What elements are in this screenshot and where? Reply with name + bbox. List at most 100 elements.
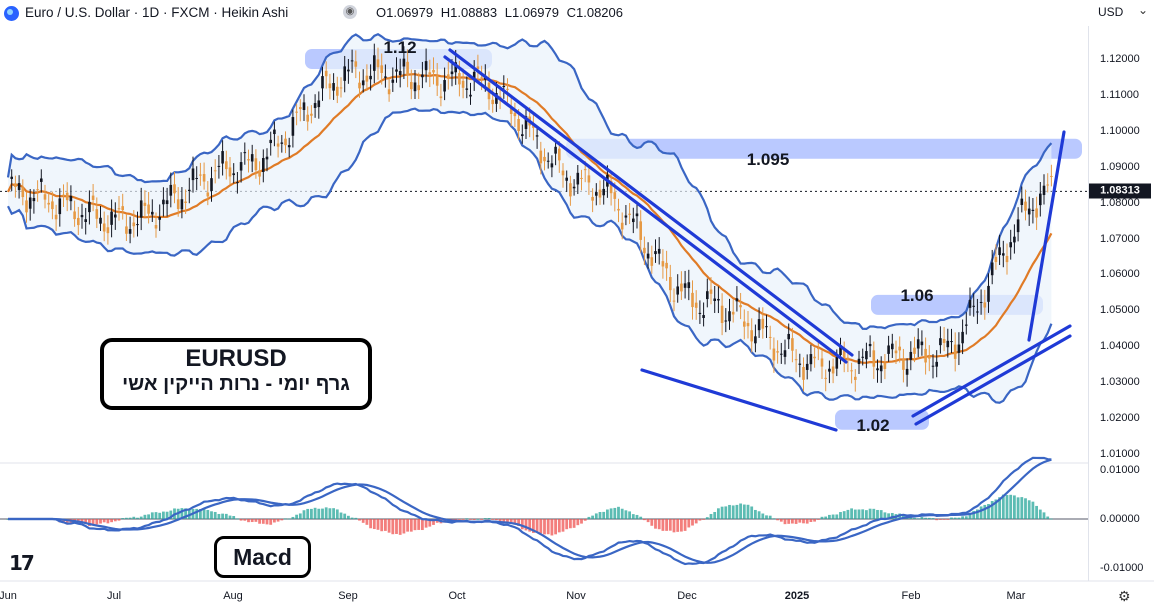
macd-histogram-bar: [280, 519, 284, 521]
candle-body: [343, 66, 346, 81]
macd-histogram-bar: [202, 508, 206, 519]
candle-body: [402, 58, 406, 67]
macd-histogram-bar: [480, 519, 483, 520]
macd-histogram-bar: [872, 508, 876, 519]
macd-histogram-bar: [1042, 512, 1046, 519]
candle-body: [21, 187, 25, 198]
macd-histogram-bar: [113, 519, 117, 522]
macd-histogram-bar: [779, 519, 783, 522]
price-tick-label: 1.09000: [1100, 160, 1140, 173]
macd-histogram-bar: [65, 519, 69, 525]
macd-histogram-bar: [761, 513, 765, 519]
macd-histogram-bar: [306, 508, 310, 519]
macd-histogram-bar: [572, 519, 576, 528]
currency-selector[interactable]: USD: [1098, 5, 1124, 19]
candle-body: [195, 177, 198, 179]
macd-histogram-bar: [95, 519, 99, 525]
candle-body: [421, 74, 424, 78]
symbol-flag-icon: [4, 6, 19, 21]
candle-body: [868, 343, 872, 347]
candle-body: [1020, 198, 1024, 206]
macd-histogram-bar: [717, 508, 720, 519]
macd-histogram-bar: [661, 519, 665, 531]
macd-histogram-bar: [587, 516, 591, 519]
candle-body: [783, 350, 787, 357]
price-tick-label: 1.10000: [1100, 124, 1140, 137]
candle-body: [454, 62, 457, 73]
macd-histogram-bar: [258, 519, 261, 524]
candle-body: [239, 162, 243, 171]
macd-histogram-bar: [594, 513, 598, 519]
candle-body: [99, 217, 102, 224]
macd-histogram-bar: [624, 510, 628, 519]
candle-body: [994, 256, 998, 263]
macd-histogram-bar: [724, 506, 728, 519]
candle-body: [276, 143, 280, 147]
candle-body: [102, 223, 106, 232]
candle-body: [757, 319, 761, 331]
trend-line: [914, 334, 1072, 426]
candle-body: [84, 219, 87, 222]
macd-histogram-bar: [920, 517, 924, 519]
candle-body: [228, 167, 232, 177]
macd-histogram-bar: [902, 514, 905, 519]
price-axis[interactable]: [1088, 26, 1154, 581]
candle-body: [125, 226, 128, 234]
candle-body: [587, 175, 591, 183]
candle-body: [765, 326, 768, 328]
macd-histogram-bar: [284, 518, 287, 520]
candle-body: [36, 189, 39, 191]
candle-body: [990, 262, 994, 276]
candle-body: [539, 150, 543, 164]
chevron-down-icon[interactable]: ⌄: [1138, 3, 1149, 17]
macd-histogram-bar: [110, 519, 113, 523]
macd-histogram-bar: [846, 509, 850, 519]
candle-body: [839, 345, 842, 356]
candle-body: [524, 116, 528, 129]
candle-body: [831, 366, 835, 374]
time-tick-label: Oct: [448, 590, 466, 602]
macd-histogram-bar: [313, 507, 317, 519]
macd-histogram-bar: [1001, 494, 1005, 519]
candle-body: [569, 183, 572, 197]
macd-histogram-bar: [776, 519, 779, 521]
macd-histogram-bar: [428, 519, 432, 527]
candle-body: [687, 282, 691, 289]
macd-histogram-bar: [384, 519, 387, 531]
macd-histogram-bar: [876, 509, 879, 519]
settings-gear-icon[interactable]: ⚙: [1118, 588, 1131, 604]
symbol-title[interactable]: Euro / U.S. Dollar · 1D · FXCM · Heikin …: [25, 5, 289, 20]
candle-body: [979, 301, 983, 303]
candle-body: [902, 359, 905, 370]
time-tick-label: Jun: [0, 590, 17, 602]
macd-histogram-bar: [332, 508, 335, 519]
macd-histogram-bar: [154, 512, 158, 519]
macd-histogram-bar: [276, 519, 280, 522]
time-tick-label: Jul: [106, 590, 122, 602]
macd-histogram-bar: [91, 519, 95, 525]
macd-histogram-bar: [768, 515, 772, 519]
macd-histogram-bar: [939, 519, 942, 520]
macd-histogram-bar: [395, 519, 398, 534]
macd-histogram-bar: [802, 519, 805, 524]
candle-body: [513, 112, 517, 117]
candle-body: [905, 368, 909, 375]
visibility-icon[interactable]: ◉: [343, 5, 357, 19]
candle-body: [643, 247, 646, 254]
macd-histogram-bar: [232, 516, 236, 519]
candle-body: [546, 160, 550, 162]
macd-histogram-bar: [461, 519, 465, 520]
tradingview-logo-icon[interactable]: 17: [9, 551, 35, 575]
candle-body: [1027, 208, 1031, 215]
macd-histogram-bar: [839, 512, 842, 519]
candle-body: [1031, 209, 1035, 211]
macd-histogram-bar: [165, 511, 169, 519]
macd-histogram-bar: [372, 519, 376, 530]
macd-histogram-bar: [654, 519, 657, 529]
price-tick-label: 1.03000: [1100, 376, 1140, 389]
candle-body: [802, 366, 805, 380]
candle-body: [384, 76, 387, 78]
trend-line: [443, 55, 848, 364]
candle-body: [635, 213, 639, 217]
